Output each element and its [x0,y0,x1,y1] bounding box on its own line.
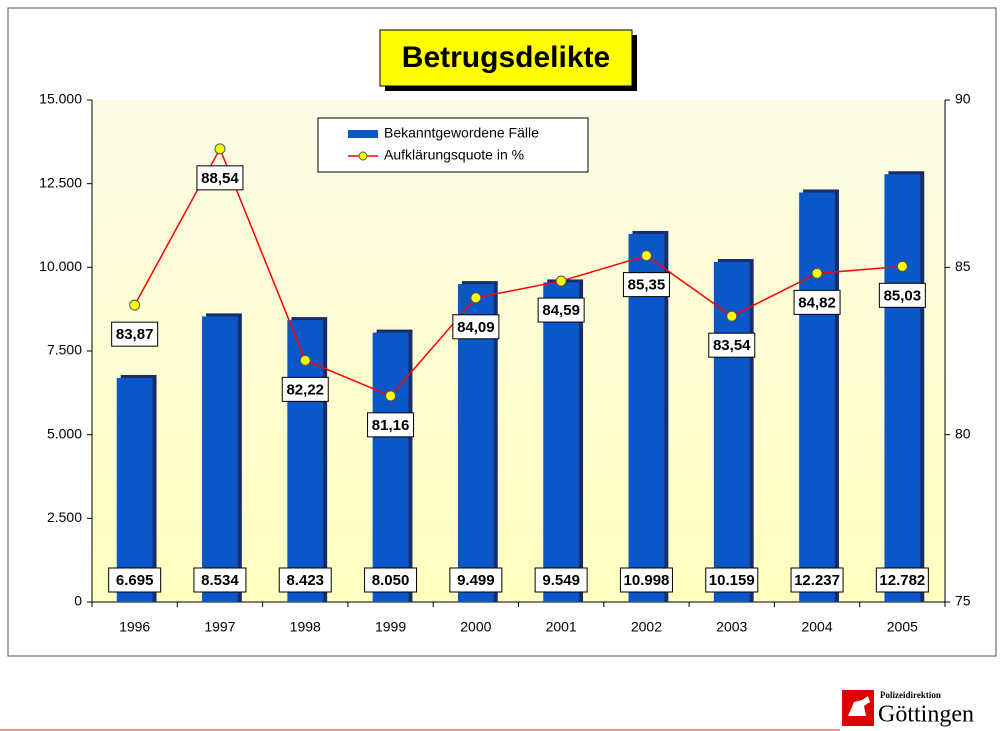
line-value-label: 85,35 [628,277,666,294]
bar-value-label: 9.549 [542,572,580,589]
logo-org: Polizeidirektion [880,690,941,700]
y2-tick-label: 90 [955,91,971,107]
line-marker [385,390,397,402]
line-value-label: 83,54 [713,337,751,354]
bar-value-label-box [790,567,844,593]
line-value-label: 84,09 [457,319,495,336]
bar [884,174,921,602]
bar-value-label-box [705,567,759,593]
logo-city: Göttingen [878,702,974,728]
bar-value-label: 9.499 [457,572,495,589]
legend-label: Aufklärungsquote in % [384,147,524,163]
bar-value-label: 8.534 [201,572,239,589]
logo-horse [848,696,870,716]
line-marker [726,310,738,322]
x-tick-label: 2004 [801,619,832,635]
bar-value-label: 10.998 [624,572,670,589]
bar-value-label: 12.237 [794,572,840,589]
bar-value-label-box [278,567,332,593]
line [133,147,903,397]
x-tick-label: 2003 [716,619,747,635]
line-marker [129,299,141,311]
line-value-label: 85,03 [884,287,922,304]
bar [202,316,238,602]
line-value-label: 82,22 [286,381,324,398]
line-marker [811,267,823,279]
x-tick-label: 2000 [460,619,491,635]
y-tick-label: 7.500 [47,342,82,358]
line-value-label: 84,82 [798,294,836,311]
x-tick-label: 1999 [375,619,406,635]
bar-value-label-box [534,567,588,593]
y-tick-label: 12.500 [39,174,82,190]
line-marker [640,250,652,262]
bar [116,377,153,602]
x-tick-label: 2005 [887,619,918,635]
y-tick-label: 5.000 [47,425,82,441]
bar-value-label: 10.159 [709,572,755,589]
y-tick-label: 10.000 [39,258,82,274]
bar [372,332,409,602]
bar [543,282,580,602]
y-tick-label: 0 [74,593,82,609]
bar-value-label-box [364,567,418,593]
y-tick-label: 2.500 [47,509,82,525]
bar-value-label-box [619,567,673,593]
legend-marker [358,151,368,161]
y2-tick-label: 80 [955,425,971,441]
bar-value-label-box [449,567,503,593]
legend [317,117,589,173]
bar-value-label-box [875,567,929,593]
title-box [379,29,633,87]
x-tick-label: 2001 [546,619,577,635]
y-tick-label: 15.000 [39,91,82,107]
line-value-label: 88,54 [201,170,239,187]
line-marker [214,143,226,155]
bar-value-label: 6.695 [116,572,154,589]
x-tick-label: 1996 [119,619,150,635]
x-tick-label: 1997 [204,619,235,635]
line-marker [299,354,311,366]
legend-label: Bekanntgewordene Fälle [384,125,539,141]
line-value-label-box [452,314,500,340]
bar [799,192,835,603]
chart-title: Betrugsdelikte [402,41,610,74]
bar-value-label-box [108,567,162,593]
bar-value-label: 8.050 [372,572,410,589]
bar-value-label-box [193,567,247,593]
bar [287,320,324,602]
line-value-label: 84,59 [542,302,580,319]
bar-value-label: 12.782 [879,572,925,589]
x-tick-label: 1998 [290,619,321,635]
bar-value-label: 8.423 [286,572,324,589]
x-tick-label: 2002 [631,619,662,635]
line-value-label-box [367,412,415,438]
line-value-label-box [281,376,329,402]
legend-swatch [348,130,378,138]
y2-tick-label: 85 [955,258,971,274]
line-marker [470,292,482,304]
line-value-label-box [622,272,670,298]
line-value-label: 83,87 [116,326,154,343]
line-value-label-box [878,282,926,308]
line-value-label: 81,16 [372,417,410,434]
line-value-label-box [537,297,585,323]
line-marker [896,260,908,272]
line-value-label-box [708,332,756,358]
line-value-label-box [196,165,244,191]
line-value-label-box [793,289,841,315]
y2-tick-label: 75 [955,593,971,609]
line-value-label-box [111,321,159,347]
line-marker [555,275,567,287]
